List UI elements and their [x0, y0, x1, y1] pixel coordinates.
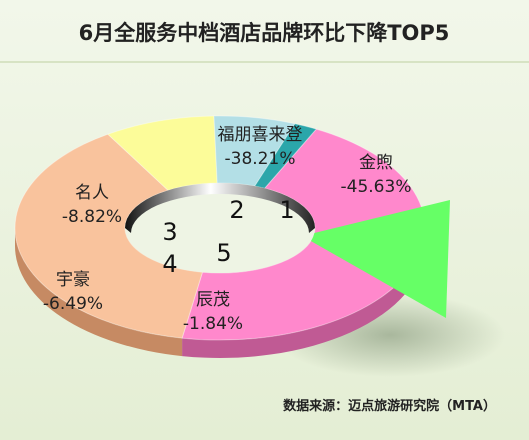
chart-title: 6月全服务中档酒店品牌环比下降TOP5: [79, 21, 450, 45]
slice-value-4: -6.49%: [43, 294, 103, 314]
slice-name-3: 名人: [75, 183, 109, 203]
donut-sides: [15, 228, 425, 358]
highlight-wedge: [302, 200, 450, 318]
slice-labels: 金煦 -45.63% 福朋喜来登 -38.21% 名人 -8.82% 宇豪 -6.49% 辰茂 -…: [43, 125, 412, 334]
rank-5: 5: [216, 239, 231, 267]
slice-name-5: 辰茂: [196, 290, 230, 310]
rank-numbers: 1 2 3 4 5: [162, 196, 294, 278]
hole-rim: [125, 183, 315, 233]
rank-3: 3: [162, 218, 177, 246]
slice-name-2: 福朋喜来登: [218, 125, 303, 145]
source-note: 数据来源：迈点旅游研究院（MTA）: [283, 398, 496, 414]
slice-side-2: [15, 228, 183, 357]
slice-name-4: 宇豪: [56, 269, 90, 290]
slice-name-1: 金煦: [359, 153, 393, 173]
rank-1: 1: [279, 196, 294, 224]
rank-2: 2: [229, 196, 244, 224]
hole-fill: [125, 183, 315, 273]
rank-4: 4: [162, 250, 177, 278]
slice-value-1: -45.63%: [341, 177, 412, 197]
donut-slices: [14, 115, 450, 341]
slice-value-2: -38.21%: [225, 149, 296, 169]
slice-value-3: -8.82%: [62, 207, 122, 227]
donut-hole: [125, 183, 315, 273]
slice-side-1: [182, 228, 425, 358]
slice-value-5: -1.84%: [183, 314, 243, 334]
